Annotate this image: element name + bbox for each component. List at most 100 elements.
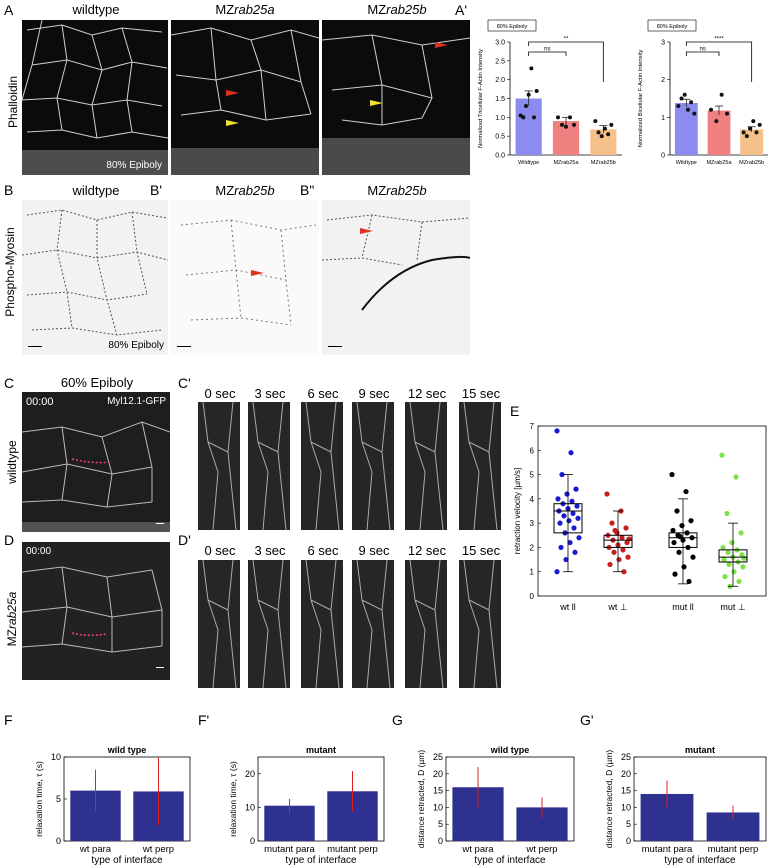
data-point: [722, 573, 728, 580]
legend-box: [647, 19, 697, 32]
data-point: [557, 520, 563, 526]
c-prime-time-label: 9 sec: [358, 386, 390, 401]
y-tick-label: 5: [626, 819, 631, 829]
data-point: [754, 130, 759, 135]
y-tick-label: 6: [530, 446, 535, 455]
chart-g: wild type 0 5 10 15 20 25 distance retracted, D…: [416, 745, 575, 865]
data-point: [534, 88, 539, 93]
plot-frame: [537, 425, 767, 597]
row-b-title-2: MZrab25b: [215, 183, 275, 198]
data-point: [626, 536, 632, 542]
x-tick-label: MZrab25b: [739, 160, 764, 166]
data-point: [609, 122, 614, 127]
significance-label: ns: [544, 47, 550, 53]
row-c-ylabel: wildtype: [5, 440, 19, 484]
data-point: [731, 569, 737, 575]
y-tick-label: 0: [626, 836, 631, 846]
data-point: [620, 547, 626, 553]
data-point: [568, 115, 572, 120]
y-tick-label: 2: [530, 543, 535, 552]
x-axis-label: type of interface: [664, 855, 736, 865]
data-point: [529, 66, 534, 71]
micrograph-myosin-mzrab25b-1: [171, 200, 319, 355]
data-point: [556, 115, 560, 120]
data-point: [721, 556, 727, 563]
data-point: [559, 471, 565, 478]
y-tick-label: 25: [621, 752, 631, 762]
data-point: [748, 126, 753, 131]
y-tick-label: 20: [245, 769, 255, 779]
row-b-overlay: 80% Epiboly: [108, 340, 164, 351]
x-axis-label: type of interface: [474, 855, 546, 865]
data-point: [521, 115, 526, 120]
data-point: [670, 527, 676, 534]
panel-label-c-prime: C': [178, 375, 191, 391]
data-point: [729, 539, 735, 546]
x-tick-label: mutant perp: [327, 844, 378, 855]
row-b-ylabel: Phospho-Myosin: [3, 227, 17, 317]
data-point: [563, 556, 569, 563]
y-tick-label: 1.0: [495, 115, 505, 122]
x-axis-label: type of interface: [285, 855, 357, 865]
data-point: [599, 134, 604, 139]
panel-label-g-prime: G': [580, 712, 594, 728]
data-point: [685, 107, 690, 112]
plot-frame: [633, 756, 767, 842]
y-tick-label: 0: [438, 836, 443, 846]
row-b-title-3: MZrab25b: [367, 183, 427, 198]
x-tick-label: Wildtype: [518, 160, 539, 166]
c-prime-time-label: 0 sec: [204, 386, 236, 401]
data-point: [611, 549, 617, 555]
scale-bar: [177, 345, 191, 347]
data-point: [751, 119, 756, 124]
bar: [674, 103, 698, 155]
y-tick-label: 4: [530, 495, 535, 504]
data-point: [625, 554, 631, 560]
d-prime-time-label: 9 sec: [358, 543, 390, 558]
data-point: [566, 518, 572, 524]
row-b-title-1: wildtype: [72, 183, 120, 198]
data-point: [736, 578, 742, 585]
panel-label-f: F: [4, 712, 13, 728]
y-axis-label: retraction velocity [µm/s]: [513, 468, 522, 554]
data-point: [672, 571, 678, 577]
data-point: [689, 100, 694, 105]
data-point: [568, 450, 574, 456]
y-tick-label: 0: [530, 592, 535, 601]
data-point: [741, 555, 747, 561]
c-prime-time-label: 12 sec: [407, 386, 447, 401]
d-prime-time-label: 6 sec: [307, 543, 339, 558]
data-point: [676, 104, 681, 109]
data-point: [560, 122, 564, 127]
y-tick-label: 3.0: [495, 40, 505, 47]
panel-label-a: A: [4, 2, 14, 18]
significance-label: ****: [714, 37, 724, 43]
data-point: [571, 525, 577, 531]
micrograph-phalloidin-mzrab25b: [322, 20, 470, 175]
x-tick-label: MZrab25a: [706, 160, 732, 166]
data-point: [567, 539, 573, 546]
x-tick-label: mut ⊥: [720, 602, 746, 612]
c-prime-frame: [352, 402, 394, 530]
significance-bracket: [528, 51, 567, 56]
micrograph-mzrab25a-live: 00:00: [22, 542, 170, 680]
y-tick-label: 0: [56, 836, 61, 846]
data-point: [674, 508, 680, 514]
bar: [590, 129, 617, 155]
box: [668, 532, 698, 548]
y-axis-label: distance retracted, D (µm): [416, 750, 426, 849]
data-point: [575, 515, 581, 521]
panel-label-b-prime: B': [150, 182, 163, 198]
data-point: [574, 503, 580, 509]
x-tick-label: wt para: [461, 844, 494, 855]
data-point: [564, 491, 570, 497]
y-tick-label: 20: [621, 769, 631, 779]
x-tick-label: MZrab25b: [591, 160, 616, 166]
significance-bracket: [685, 51, 720, 56]
data-point: [686, 578, 692, 585]
c-prime-frame: [405, 402, 447, 530]
data-point: [554, 428, 560, 434]
significance-label: ns: [699, 47, 705, 53]
d-prime-time-label: 3 sec: [254, 543, 286, 558]
d-prime-time-label: 15 sec: [461, 543, 501, 558]
